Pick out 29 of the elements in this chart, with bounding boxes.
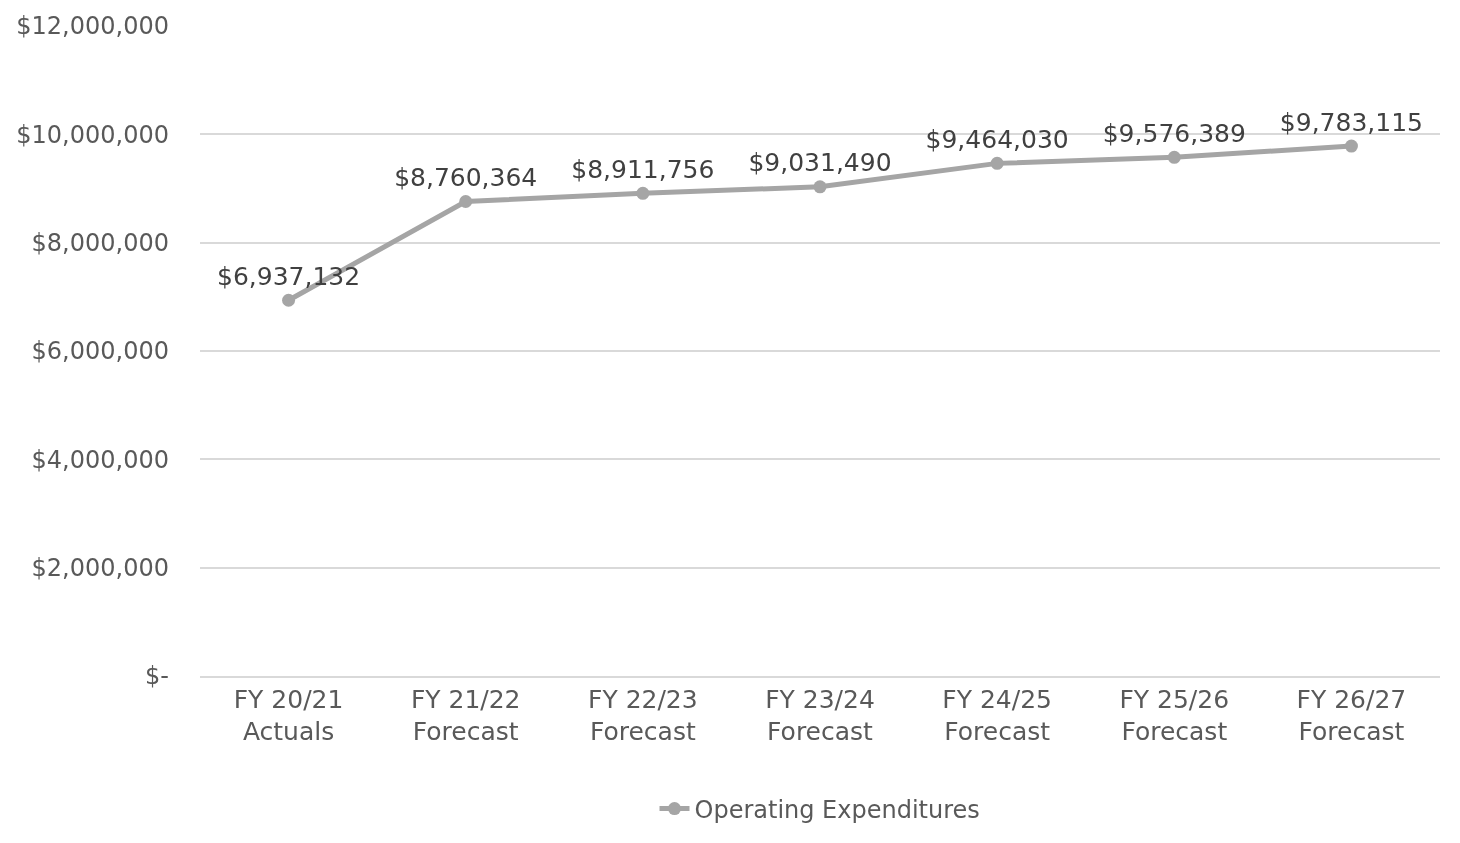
- point: [282, 293, 296, 307]
- x-tick-label: FY 26/27 Forecast: [1296, 684, 1407, 747]
- y-tick-label: $4,000,000: [31, 445, 169, 474]
- data-label: $6,937,132: [217, 261, 361, 291]
- x-tick-label: FY 24/25 Forecast: [942, 684, 1052, 747]
- x-tick-label: FY 21/22 Forecast: [410, 684, 521, 747]
- point: [1167, 150, 1181, 164]
- y-tick-label: $-: [145, 662, 169, 691]
- data-label: $9,576,389: [1102, 118, 1246, 148]
- x-tick-label: FY 23/24 Forecast: [765, 684, 875, 747]
- data-label: $9,031,490: [748, 148, 892, 178]
- point: [459, 194, 473, 208]
- y-tick-label: $10,000,000: [16, 120, 169, 149]
- x-tick-label: FY 25/26 Forecast: [1119, 684, 1230, 747]
- legend-label: Operating Expenditures: [694, 795, 980, 824]
- data-label: $9,464,030: [925, 124, 1069, 154]
- data-label: $8,911,756: [571, 154, 715, 184]
- data-label: $8,760,364: [394, 163, 538, 193]
- data-label: $9,783,115: [1279, 107, 1423, 137]
- y-tick-label: $8,000,000: [31, 229, 169, 258]
- x-tick-label: FY 20/21 Actuals: [233, 684, 344, 747]
- y-tick-label: $12,000,000: [16, 12, 169, 41]
- x-tick-label: FY 22/23 Forecast: [588, 684, 698, 747]
- y-tick-label: $2,000,000: [31, 554, 169, 583]
- point: [813, 180, 827, 194]
- point: [636, 186, 650, 200]
- y-tick-label: $6,000,000: [31, 337, 169, 366]
- point: [990, 156, 1004, 170]
- point: [1344, 139, 1358, 153]
